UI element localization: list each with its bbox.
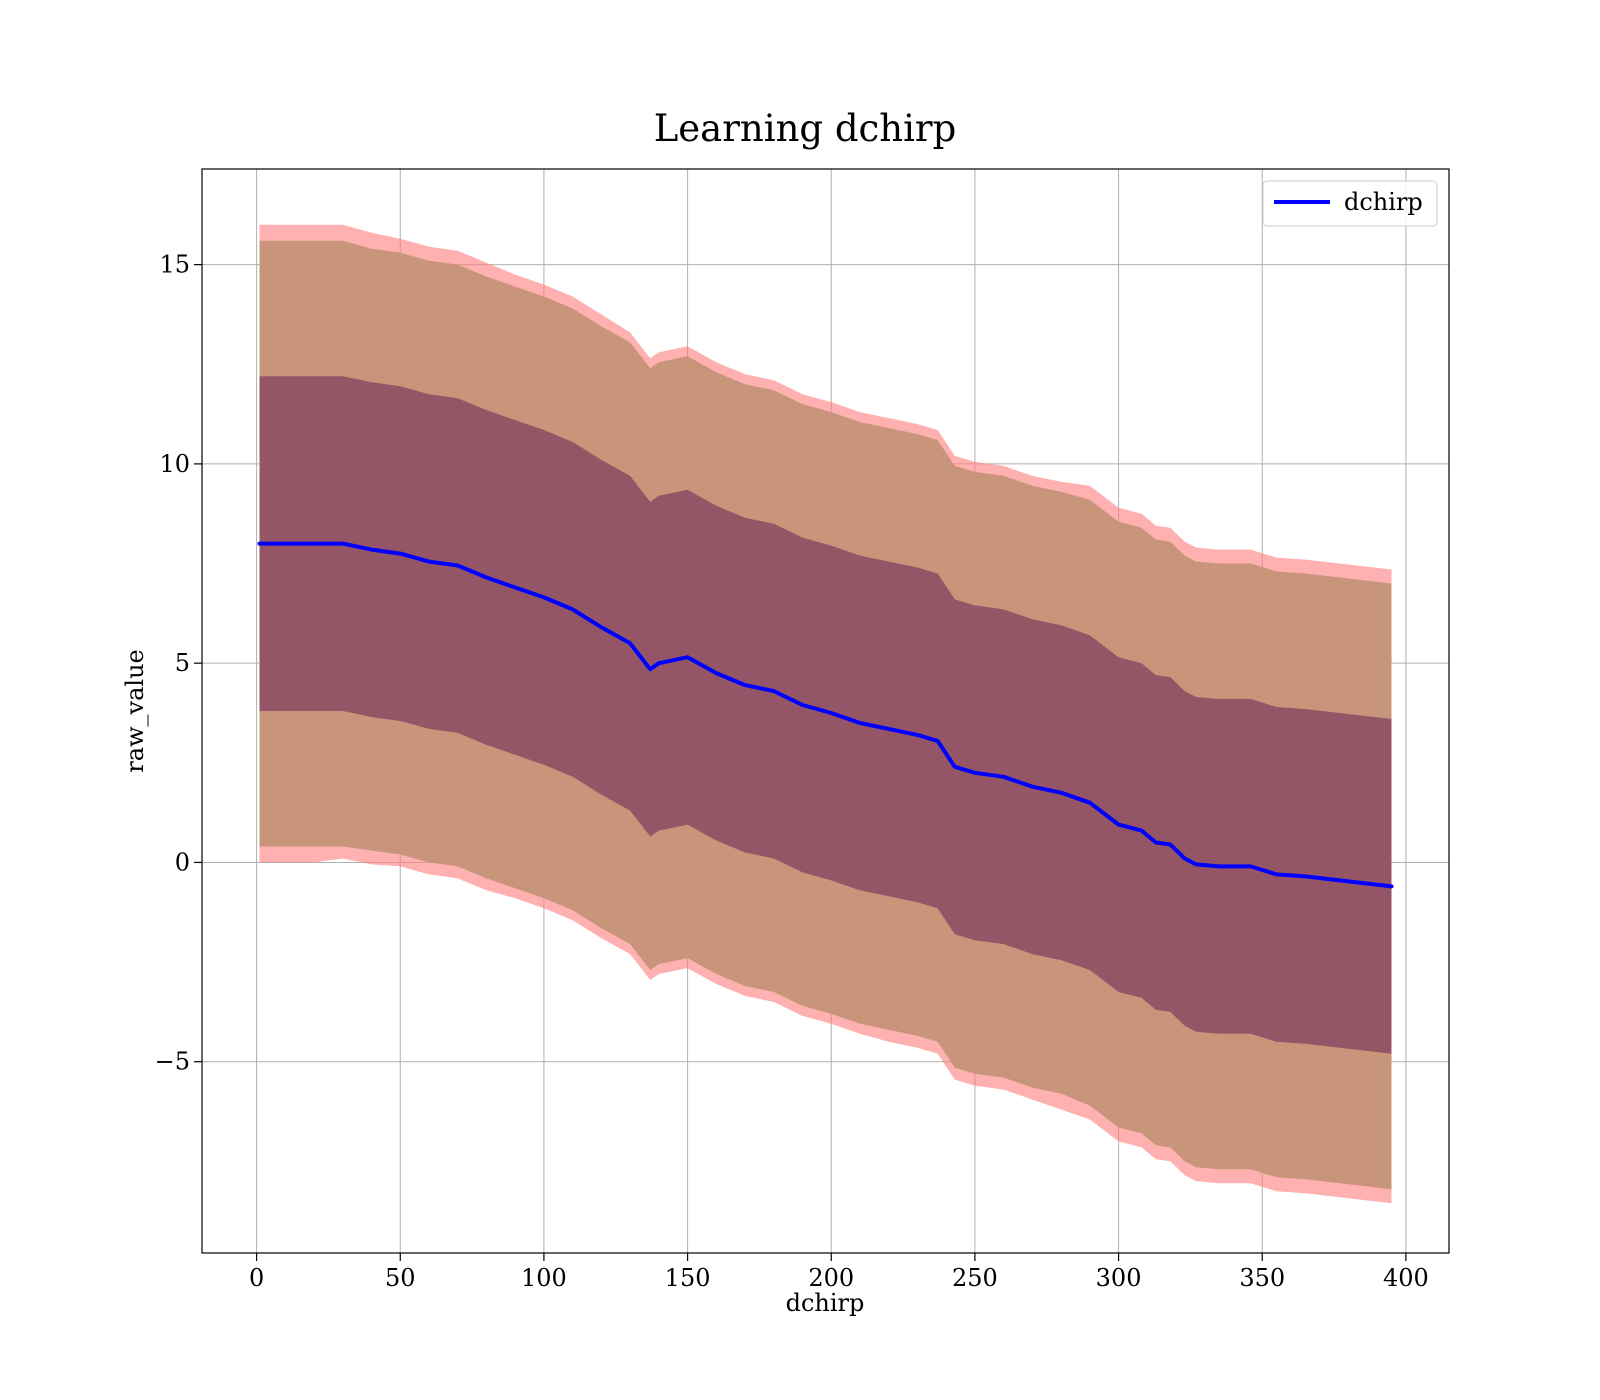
series-line-dchirp xyxy=(257,541,1394,889)
plot-frame xyxy=(201,168,1450,1254)
x-tick-label: 100 xyxy=(521,1264,567,1292)
legend-box xyxy=(1262,180,1438,227)
chart-title: Learning dchirp xyxy=(654,107,957,150)
confidence-bands xyxy=(259,224,1392,1204)
x-tick-label: 50 xyxy=(385,1264,416,1292)
y-tick-label: 10 xyxy=(159,450,190,478)
y-tick-label: 5 xyxy=(175,649,190,677)
x-tick-label: 200 xyxy=(808,1264,854,1292)
y-tick-label: 0 xyxy=(175,848,190,876)
y-tick-label: 15 xyxy=(159,251,190,279)
legend: dchirp xyxy=(1262,180,1438,227)
x-tick-label: 350 xyxy=(1239,1264,1285,1292)
x-tick-label: 150 xyxy=(665,1264,711,1292)
x-tick-label: 400 xyxy=(1383,1264,1429,1292)
x-tick-label: 300 xyxy=(1096,1264,1142,1292)
x-tick-label: 0 xyxy=(249,1264,264,1292)
y-axis-label: raw_value xyxy=(121,649,149,773)
legend-label-dchirp: dchirp xyxy=(1344,188,1423,216)
y-tick-label: −5 xyxy=(155,1048,190,1076)
x-axis-label: dchirp xyxy=(786,1289,865,1317)
x-axis-ticks: 0 50 100 150 200 250 300 350 400 xyxy=(249,1253,1429,1292)
series-lines xyxy=(257,541,1394,889)
x-tick-label: 250 xyxy=(952,1264,998,1292)
y-axis-ticks: −5 0 5 10 15 xyxy=(155,251,202,1076)
band-inner xyxy=(259,376,1392,1054)
